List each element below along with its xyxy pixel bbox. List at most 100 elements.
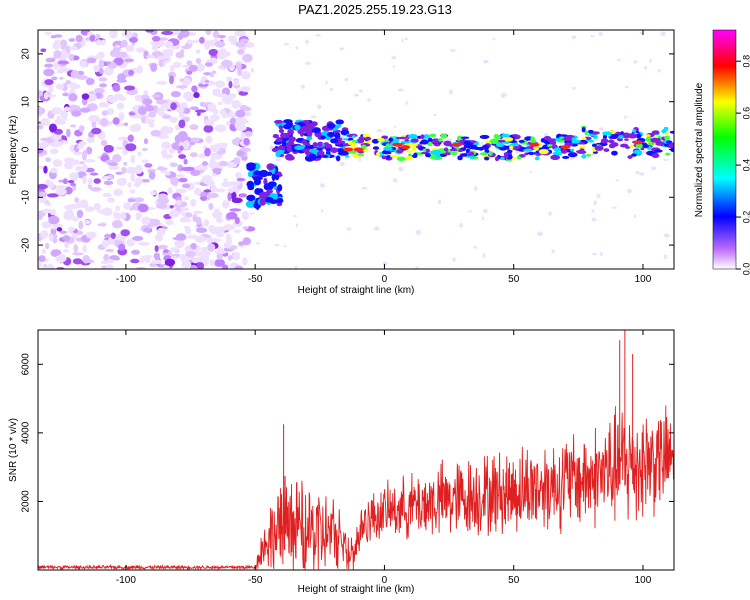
spectrogram-cell: [276, 197, 284, 204]
spectrogram-cell: [518, 140, 525, 143]
spectrogram-cell: [114, 122, 126, 127]
spectrogram-cell: [669, 130, 674, 134]
spectrogram-cell: [646, 150, 655, 156]
spectrogram-cell: [591, 217, 597, 222]
spectrogram-cell: [118, 112, 125, 121]
spectrogram-cell: [157, 52, 170, 62]
spectrogram-cell: [107, 236, 117, 245]
spectrogram-cell: [579, 146, 585, 151]
spectrogram-cell: [57, 142, 63, 147]
spectrogram-cell: [93, 178, 101, 184]
spectrogram-cell: [52, 236, 58, 244]
spectrogram-cell: [198, 36, 205, 44]
spectrogram-cell: [422, 148, 429, 152]
spectrogram-frame: [37, 29, 675, 270]
spectrogram-cell: [400, 134, 406, 140]
spectrogram-cell: [108, 165, 120, 170]
spectrogram-cell: [42, 90, 47, 99]
spectrogram-cell: [451, 145, 457, 152]
spectrogram-cell: [82, 149, 88, 157]
spectrogram-cell: [129, 67, 140, 74]
spectrogram-cell: [180, 146, 191, 151]
spectrogram-cell: [280, 132, 285, 139]
spectrogram-cell: [357, 149, 365, 154]
spectrogram-cell: [69, 55, 80, 61]
spectrogram-cell: [76, 171, 87, 179]
spectrogram-cell: [539, 147, 545, 153]
spectrogram-cell: [239, 104, 249, 111]
spectrogram-cell: [474, 186, 478, 192]
spectrogram-cell: [49, 142, 61, 148]
spectrogram-cell: [221, 109, 234, 118]
spectrogram-cell: [578, 145, 584, 149]
spectrogram-cell: [81, 234, 91, 243]
spectrogram-cell: [175, 196, 182, 203]
spectrogram-cell: [324, 125, 330, 131]
spectrogram-cell: [169, 64, 175, 72]
spectrogram-cell: [45, 157, 51, 163]
spectrogram-cell: [529, 144, 540, 150]
spectrogram-cell: [93, 64, 100, 73]
spectrogram-cell: [63, 68, 74, 74]
spectrogram-cell: [192, 39, 199, 43]
spectrogram-cell: [635, 133, 642, 139]
spectrogram-cell: [332, 131, 341, 138]
spectrogram-cell: [79, 60, 88, 68]
spectrogram-cell: [38, 257, 50, 263]
bottom-y-tick-label: 2000: [21, 490, 32, 513]
spectrogram-cell: [236, 178, 243, 185]
spectrogram-cell: [156, 222, 164, 229]
spectrogram-cell: [206, 239, 218, 245]
spectrogram-cell: [73, 42, 82, 50]
spectrogram-cell: [200, 177, 208, 186]
spectrogram-cell: [270, 197, 276, 204]
spectrogram-cell: [337, 151, 346, 156]
spectrogram-cell: [392, 178, 398, 183]
spectrogram-cell: [384, 151, 392, 155]
spectrogram-cell: [192, 138, 204, 144]
spectrogram-cell: [117, 59, 128, 69]
spectrogram-cell: [223, 247, 234, 252]
spectrogram-cell: [242, 237, 251, 246]
spectrogram-cell: [295, 137, 306, 143]
spectrogram-cell: [38, 165, 49, 170]
spectrogram-cell: [66, 70, 77, 77]
spectrogram-cell: [113, 57, 124, 66]
spectrogram-cell: [134, 110, 143, 119]
spectrogram-cell: [411, 154, 418, 158]
spectrogram-cell: [63, 103, 70, 112]
spectrogram-cell: [182, 77, 191, 87]
spectrogram-cell: [329, 124, 337, 130]
spectrogram-cell: [112, 117, 120, 125]
spectrogram-cell: [241, 210, 250, 220]
spectrogram-cell: [349, 139, 357, 143]
colorbar-label: Normalized spectral amplitude: [694, 82, 705, 217]
spectrogram-cell: [38, 187, 46, 197]
spectrogram-cell: [131, 32, 139, 39]
spectrogram-cell: [167, 71, 177, 79]
spectrogram-cell: [303, 126, 311, 131]
spectrogram-cell: [235, 124, 247, 132]
spectrogram-cell: [306, 151, 313, 158]
spectrogram-cell: [152, 105, 159, 114]
spectrogram-cell: [63, 186, 73, 195]
spectrogram-cell: [138, 114, 149, 120]
spectrogram-cell: [589, 131, 600, 135]
spectrogram-cell: [255, 197, 264, 203]
spectrogram-cell: [292, 144, 301, 151]
spectrogram-cell: [502, 145, 512, 149]
spectrogram-cell: [199, 250, 211, 257]
spectrogram-cell: [134, 197, 144, 203]
spectrogram-cell: [170, 256, 179, 260]
spectrogram-cell: [670, 147, 674, 153]
spectrogram-cell: [645, 137, 653, 142]
spectrogram-cell: [169, 161, 175, 168]
spectrogram-cell: [52, 223, 63, 228]
spectrogram-cell: [53, 140, 60, 147]
top-y-tick-label: -10: [21, 190, 32, 205]
spectrogram-cell: [633, 60, 638, 64]
spectrogram-cell: [63, 211, 75, 221]
spectrogram-cell: [385, 154, 392, 160]
bottom-y-tick-label: 4000: [21, 421, 32, 444]
spectrogram-cell: [233, 79, 240, 86]
